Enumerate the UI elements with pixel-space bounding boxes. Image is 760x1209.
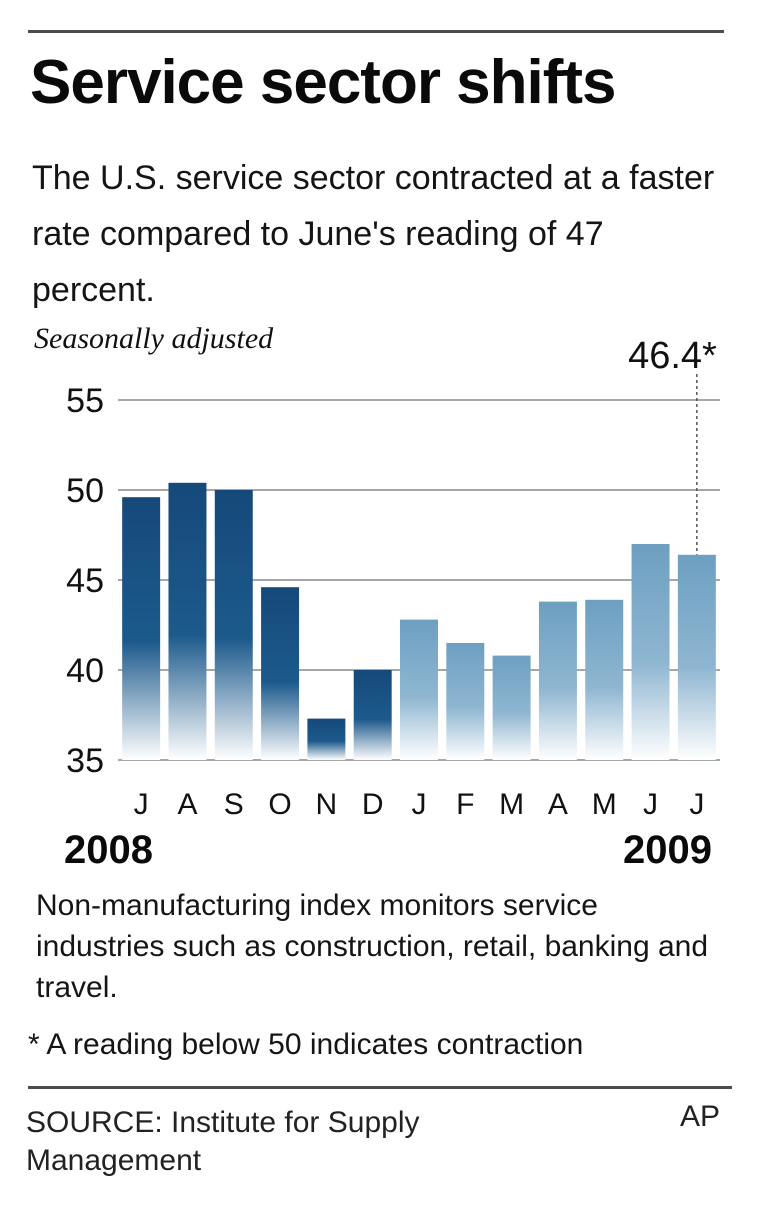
bar xyxy=(446,643,485,760)
x-tick-label: M xyxy=(592,788,617,820)
x-tick-label: A xyxy=(177,788,197,820)
bar xyxy=(400,619,438,760)
y-tick-label: 40 xyxy=(66,652,104,690)
x-tick-label: A xyxy=(548,788,568,820)
year-end-label: 2009 xyxy=(623,828,712,872)
year-start-label: 2008 xyxy=(64,828,153,872)
y-tick-label: 55 xyxy=(66,382,104,420)
chart-subtitle: The U.S. service sector contracted at a … xyxy=(32,159,715,309)
bar xyxy=(353,670,392,760)
x-tick-label: N xyxy=(316,788,338,820)
bar xyxy=(307,718,346,760)
bar xyxy=(492,655,531,760)
bar xyxy=(538,601,577,760)
top-rule xyxy=(28,30,724,33)
x-tick-label: F xyxy=(456,788,474,820)
x-tick-label: J xyxy=(643,788,658,820)
y-tick-label: 50 xyxy=(66,472,104,510)
x-tick-label: J xyxy=(689,788,704,820)
bar xyxy=(585,599,624,760)
source-text: SOURCE: Institute for Supply Management xyxy=(26,1106,420,1177)
bottom-rule xyxy=(28,1086,732,1089)
credit-text: AP xyxy=(679,1100,720,1133)
description-note: Non-manufacturing index monitors service… xyxy=(36,889,709,1004)
seasonal-note: Seasonally adjusted xyxy=(34,322,274,355)
footnote: * A reading below 50 indicates contracti… xyxy=(28,1028,584,1061)
x-tick-label: J xyxy=(412,788,427,820)
bar xyxy=(261,587,300,760)
bar xyxy=(122,497,161,760)
x-tick-label: M xyxy=(499,788,524,820)
bar xyxy=(677,554,716,760)
y-tick-label: 35 xyxy=(66,742,104,780)
y-tick-label: 45 xyxy=(66,562,104,600)
x-tick-label: S xyxy=(224,788,244,820)
x-tick-label: D xyxy=(362,788,384,820)
x-tick-label: J xyxy=(134,788,149,820)
bar xyxy=(631,544,670,760)
bar xyxy=(168,482,207,760)
x-tick-label: O xyxy=(268,788,291,820)
chart-title: Service sector shifts xyxy=(30,48,617,117)
callout-label: 46.4* xyxy=(628,335,717,377)
bar xyxy=(214,490,253,760)
